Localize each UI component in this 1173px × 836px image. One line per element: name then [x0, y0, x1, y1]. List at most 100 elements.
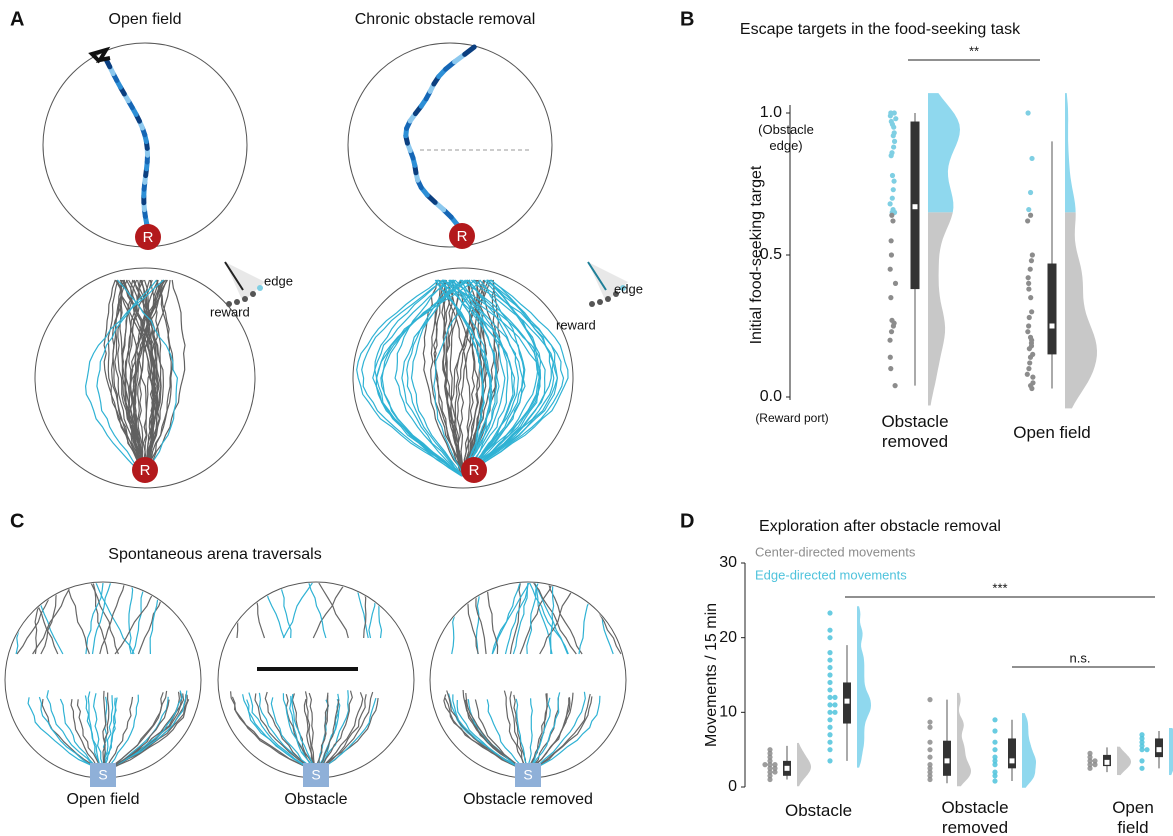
traversal: [27, 697, 105, 773]
box-median: [1156, 747, 1162, 753]
traversal: [279, 583, 292, 639]
trajectory: [433, 279, 481, 477]
data-point: [927, 773, 933, 779]
box-median: [1049, 323, 1055, 329]
data-point: [1087, 750, 1093, 757]
traversal: [528, 697, 570, 773]
port-label: R: [469, 462, 480, 479]
y-tick-label: 1.0: [760, 104, 782, 121]
trajectory: [441, 279, 485, 477]
trajectory: [461, 279, 526, 477]
traversal: [38, 696, 102, 773]
y-tick-label: 30: [719, 554, 737, 571]
traversal: [70, 699, 104, 773]
traversal: [578, 583, 592, 655]
data-point: [888, 366, 894, 372]
data-point: [1025, 329, 1031, 335]
traversal: [444, 697, 529, 773]
trajectory: [463, 279, 569, 477]
data-point: [927, 769, 933, 775]
data-point: [992, 747, 998, 753]
inset-dot: [257, 285, 263, 291]
traversal: [368, 583, 378, 639]
data-point: [888, 238, 894, 244]
trajectory: [140, 279, 160, 477]
data-point: [1026, 346, 1032, 352]
traversal: [526, 583, 539, 655]
trajectory: [380, 279, 467, 477]
inset-dot: [620, 285, 626, 291]
traversal: [101, 690, 183, 773]
inset-dot: [234, 299, 240, 305]
traversal: [528, 691, 586, 773]
box-body: [1047, 263, 1057, 355]
inset-dot: [242, 296, 248, 302]
box-median: [844, 698, 850, 704]
traversal: [308, 583, 327, 639]
data-point: [827, 702, 833, 708]
traversal: [92, 583, 109, 655]
data-point: [832, 694, 838, 701]
traversal: [128, 583, 134, 655]
traversal: [474, 699, 529, 773]
traversal: [246, 699, 316, 773]
traversal: [515, 698, 529, 773]
traversal: [95, 583, 135, 655]
category-label: Obstacle: [785, 801, 853, 820]
data-point: [827, 635, 833, 641]
traversal: [103, 699, 170, 773]
chart-title: Exploration after obstacle removal: [759, 518, 1001, 535]
data-point: [827, 687, 833, 693]
port-label: R: [140, 462, 151, 479]
y-tick-label: 0.0: [760, 388, 782, 405]
traversal: [149, 583, 159, 655]
traversals: [230, 583, 413, 773]
traversal: [475, 583, 480, 655]
data-point: [889, 172, 896, 179]
traversals: [443, 583, 622, 773]
data-point: [767, 762, 773, 768]
traversal: [137, 583, 173, 655]
data-point: [1026, 366, 1032, 372]
data-point: [992, 773, 998, 779]
data-point: [1139, 743, 1145, 749]
data-point: [888, 153, 894, 159]
start-label: S: [311, 767, 320, 783]
traversal: [491, 583, 531, 655]
start-label: S: [523, 767, 532, 783]
data-point: [767, 754, 773, 760]
density: [1117, 746, 1131, 776]
traversal: [264, 691, 318, 773]
traversal: [316, 691, 374, 773]
data-point: [891, 124, 897, 130]
traversal: [65, 583, 90, 655]
data-point: [888, 295, 894, 301]
data-point: [927, 719, 933, 725]
traversal: [486, 699, 528, 773]
data-point: [889, 212, 895, 218]
box-median: [1104, 759, 1110, 765]
data-point: [1029, 385, 1035, 392]
density: [928, 93, 960, 213]
density: [857, 606, 871, 768]
trajectory: [117, 279, 179, 477]
data-point: [1087, 754, 1093, 760]
data-point: [1139, 747, 1145, 753]
data-point: [927, 765, 933, 771]
significance-label: n.s.: [1070, 650, 1091, 665]
arena: [347, 42, 553, 248]
traversal: [451, 583, 463, 655]
inset-dot: [605, 296, 611, 302]
data-point: [827, 709, 833, 715]
traversal: [465, 583, 479, 655]
traversal: [101, 694, 140, 773]
traversal: [485, 583, 499, 655]
data-point: [891, 178, 897, 184]
trajectory: [103, 57, 113, 70]
data-point: [1028, 258, 1035, 264]
data-point: [1139, 732, 1145, 738]
data-point: [927, 747, 933, 753]
inset-dot: [226, 301, 232, 307]
data-point: [890, 323, 896, 329]
data-point: [927, 762, 933, 768]
